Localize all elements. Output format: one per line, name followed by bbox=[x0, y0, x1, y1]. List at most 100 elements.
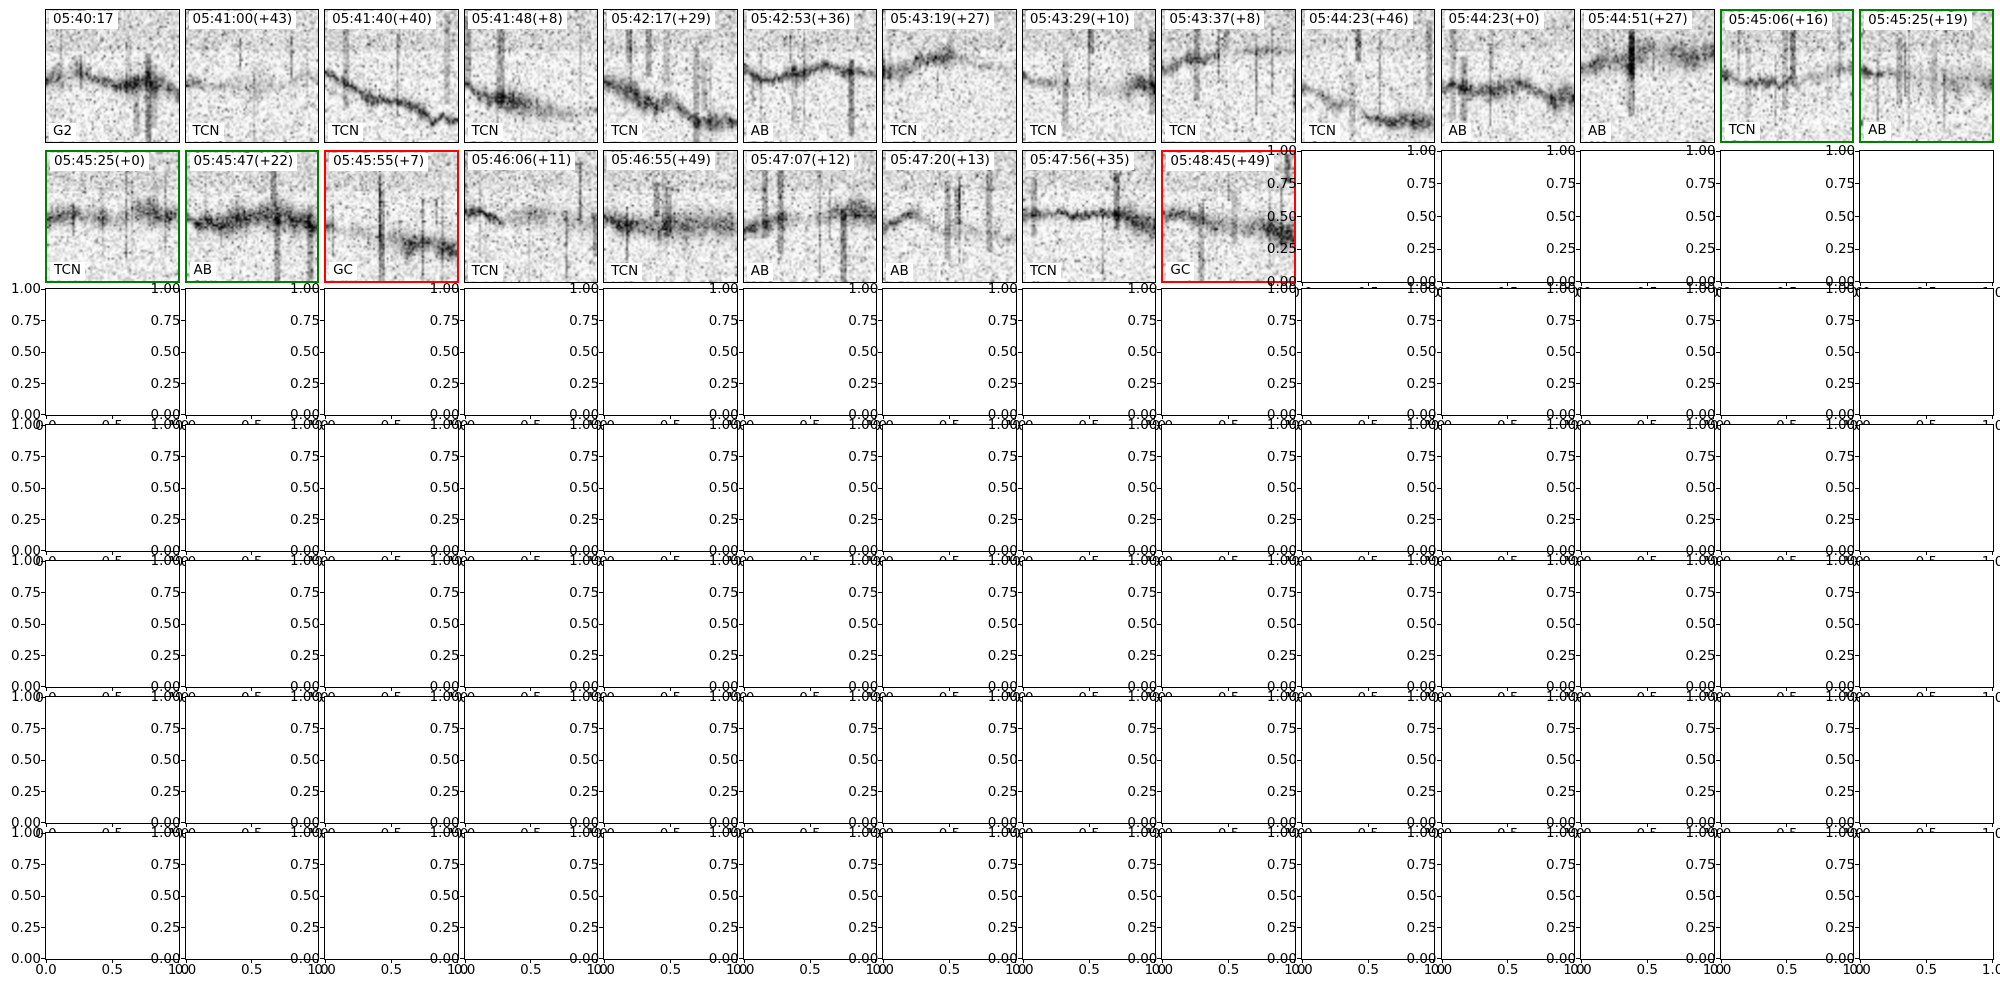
y-tick-mark bbox=[1576, 414, 1581, 415]
y-tick-label: 0.25 bbox=[1266, 241, 1297, 258]
y-tick-mark bbox=[599, 320, 604, 321]
y-tick-label: 0.75 bbox=[1685, 448, 1716, 465]
y-tick-mark bbox=[878, 791, 883, 792]
empty-axes-r4c13: 1.000.750.500.250.000.00.51.0 bbox=[1825, 553, 2000, 706]
x-tick-label: 0.0 bbox=[872, 962, 895, 978]
y-tick-mark bbox=[738, 351, 743, 353]
x-tick-mark bbox=[1860, 823, 1862, 827]
x-tick-mark bbox=[669, 415, 671, 419]
y-tick-label: 1.00 bbox=[290, 553, 321, 569]
x-tick-mark bbox=[1154, 415, 1156, 419]
y-tick-mark bbox=[1855, 927, 1860, 928]
y-tick-label: 0.00 bbox=[150, 815, 181, 831]
y-tick-mark bbox=[180, 864, 185, 865]
y-tick-mark bbox=[1017, 759, 1022, 761]
y-tick-mark bbox=[459, 351, 464, 353]
y-tick-mark bbox=[1436, 791, 1441, 792]
y-tick-label: 0.50 bbox=[1685, 888, 1716, 904]
empty-axes-r5c11: 1.000.750.500.250.000.00.51.0 bbox=[1546, 689, 1724, 842]
y-tick-label: 0.25 bbox=[1406, 647, 1437, 664]
y-tick-mark bbox=[180, 519, 185, 520]
y-tick-mark bbox=[738, 414, 743, 415]
y-tick-label: 0.50 bbox=[569, 752, 600, 768]
y-tick-label: 0.50 bbox=[429, 480, 460, 496]
y-tick-mark bbox=[878, 519, 883, 520]
y-tick-mark bbox=[878, 833, 883, 834]
y-tick-label: 0.00 bbox=[429, 543, 460, 559]
y-tick-mark bbox=[1436, 487, 1441, 489]
empty-axes-r6c8: 1.00 0.75 0.50 0.25 0.00 0.0 0.5 1.0 bbox=[1127, 825, 1305, 978]
y-tick-mark bbox=[599, 728, 604, 729]
y-tick-label: 0.00 bbox=[848, 951, 879, 967]
y-tick-label: 1.00 bbox=[708, 825, 739, 841]
spectrogram-image bbox=[185, 10, 319, 142]
y-tick-mark bbox=[1296, 822, 1301, 823]
y-tick-label: 0.50 bbox=[290, 888, 321, 904]
x-tick-mark bbox=[1367, 823, 1369, 827]
y-tick-label: 0.00 bbox=[429, 679, 460, 695]
x-tick-mark bbox=[604, 551, 606, 555]
y-tick-mark bbox=[1296, 414, 1301, 415]
y-tick-label: 0.25 bbox=[290, 511, 321, 528]
x-tick-mark bbox=[390, 959, 392, 963]
y-tick-mark bbox=[320, 487, 325, 489]
y-tick-label: 0.00 bbox=[569, 815, 600, 831]
y-tick-label: 0.00 bbox=[429, 951, 460, 967]
y-tick-mark bbox=[1157, 759, 1162, 761]
x-tick-mark bbox=[1646, 687, 1648, 691]
x-tick-mark bbox=[46, 415, 47, 419]
y-tick-label: 0.00 bbox=[569, 543, 600, 559]
x-tick-mark bbox=[1712, 823, 1714, 827]
y-tick-mark bbox=[1715, 728, 1720, 729]
y-tick-label: 0.50 bbox=[987, 480, 1018, 496]
y-tick-label: 0.00 bbox=[1545, 274, 1577, 290]
y-tick-label: 0.75 bbox=[150, 312, 181, 329]
y-tick-label: 0.25 bbox=[708, 511, 739, 528]
x-tick-mark bbox=[317, 551, 319, 555]
spectrogram-image bbox=[1441, 10, 1574, 142]
y-tick-label: 1.00 bbox=[848, 417, 879, 433]
x-tick-mark bbox=[875, 415, 877, 419]
x-tick-mark bbox=[1581, 687, 1583, 691]
y-tick-label: 0.00 bbox=[1406, 951, 1437, 967]
y-tick-label: 0.00 bbox=[1825, 951, 1856, 967]
y-tick-label: 0.75 bbox=[429, 856, 460, 873]
detection-timestamp: 05:42:17(+29) bbox=[607, 11, 715, 29]
y-tick-label: 0.50 bbox=[1127, 480, 1158, 496]
y-tick-mark bbox=[1855, 561, 1860, 562]
x-tick-mark bbox=[1646, 282, 1648, 286]
y-tick-label: 1.00 bbox=[1266, 689, 1297, 705]
y-tick-mark bbox=[1017, 320, 1022, 321]
y-tick-label: 0.25 bbox=[1127, 375, 1158, 392]
y-tick-mark bbox=[41, 895, 45, 897]
y-tick-mark bbox=[41, 623, 45, 625]
y-tick-mark bbox=[1436, 759, 1441, 761]
y-tick-label: 0.75 bbox=[848, 720, 879, 737]
y-tick-mark bbox=[320, 833, 325, 834]
y-tick-label: 1.00 bbox=[1825, 825, 1856, 841]
y-tick-mark bbox=[1436, 561, 1441, 562]
y-tick-label: 0.00 bbox=[150, 407, 181, 423]
y-tick-label: 1.00 bbox=[1825, 553, 1856, 569]
x-tick-mark bbox=[949, 551, 951, 555]
y-tick-mark bbox=[1576, 320, 1581, 321]
y-tick-mark bbox=[1017, 592, 1022, 593]
y-tick-mark bbox=[1296, 487, 1301, 489]
classifier-label: TCN bbox=[1025, 263, 1061, 281]
y-tick-mark bbox=[1017, 487, 1022, 489]
empty-axes-r6c10: 1.00 0.75 0.50 0.25 0.00 0.0 0.5 1.0 bbox=[1406, 825, 1584, 978]
y-tick-mark bbox=[738, 561, 743, 562]
detection-panel-r0c11: 05:44:51(+27) AB bbox=[1580, 9, 1715, 143]
y-tick-label: 0.25 bbox=[1266, 783, 1297, 800]
y-tick-label: 1.00 bbox=[10, 825, 41, 841]
x-tick-mark bbox=[1712, 551, 1714, 555]
y-tick-mark bbox=[1855, 759, 1860, 761]
x-tick-mark bbox=[1228, 687, 1230, 691]
y-tick-label: 0.50 bbox=[290, 616, 321, 632]
y-tick-label: 1.00 bbox=[1127, 825, 1158, 841]
empty-axes-r4c0: 1.000.750.500.250.000.00.51.0 bbox=[11, 553, 189, 706]
x-tick-mark bbox=[1786, 687, 1788, 691]
y-tick-mark bbox=[878, 958, 883, 959]
y-tick-mark bbox=[320, 822, 325, 823]
y-tick-label: 0.25 bbox=[1685, 241, 1716, 258]
